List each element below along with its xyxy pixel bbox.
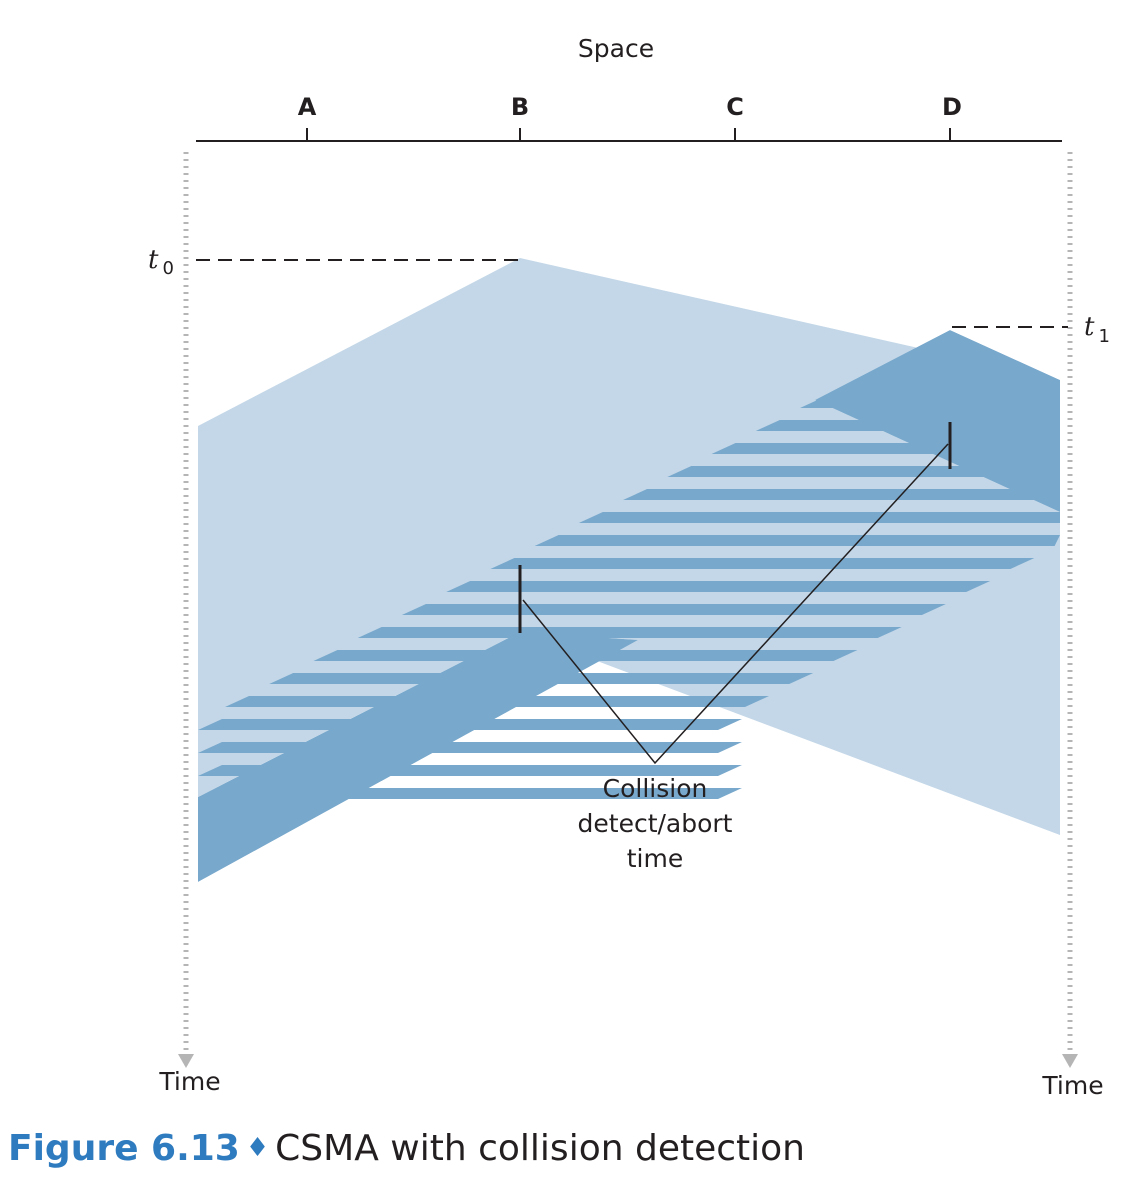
station-ticks <box>306 128 951 141</box>
collision-stripe <box>534 535 1060 546</box>
time-label-right: Time <box>1041 1071 1103 1100</box>
collision-stripe <box>667 466 1060 477</box>
annotation-leader-lines <box>522 443 949 765</box>
time-arrow-right <box>1062 1054 1078 1068</box>
station-b-signal-tail <box>198 632 638 882</box>
time-label-left: Time <box>158 1067 220 1096</box>
station-a-label: A <box>298 93 317 121</box>
figure-caption: Figure 6.13 ♦ CSMA with collision detectio… <box>8 1128 805 1169</box>
collision-stripe <box>755 420 1060 431</box>
station-c-label: C <box>726 93 744 121</box>
annotation-line-3: time <box>627 844 683 873</box>
collision-stripe <box>357 627 902 638</box>
collision-stripe <box>446 581 991 592</box>
time-arrow-left <box>178 1054 194 1068</box>
collision-stripe <box>711 443 1060 454</box>
collision-stripe <box>401 604 946 615</box>
collision-stripe <box>198 742 742 753</box>
caption-separator-icon: ♦ <box>245 1133 270 1163</box>
collision-stripe <box>578 512 1060 523</box>
station-d-label: D <box>942 93 962 121</box>
annotation-line-1: Collision <box>603 774 708 803</box>
figure-title: CSMA with collision detection <box>275 1128 805 1169</box>
collision-stripe <box>490 558 1035 569</box>
annotation-line-2: detect/abort <box>578 809 733 838</box>
collision-stripe <box>623 489 1060 500</box>
collision-stripe <box>800 397 1060 408</box>
space-label: Space <box>578 34 654 63</box>
station-b-label: B <box>511 93 529 121</box>
figure-number: Figure 6.13 <box>8 1128 240 1169</box>
